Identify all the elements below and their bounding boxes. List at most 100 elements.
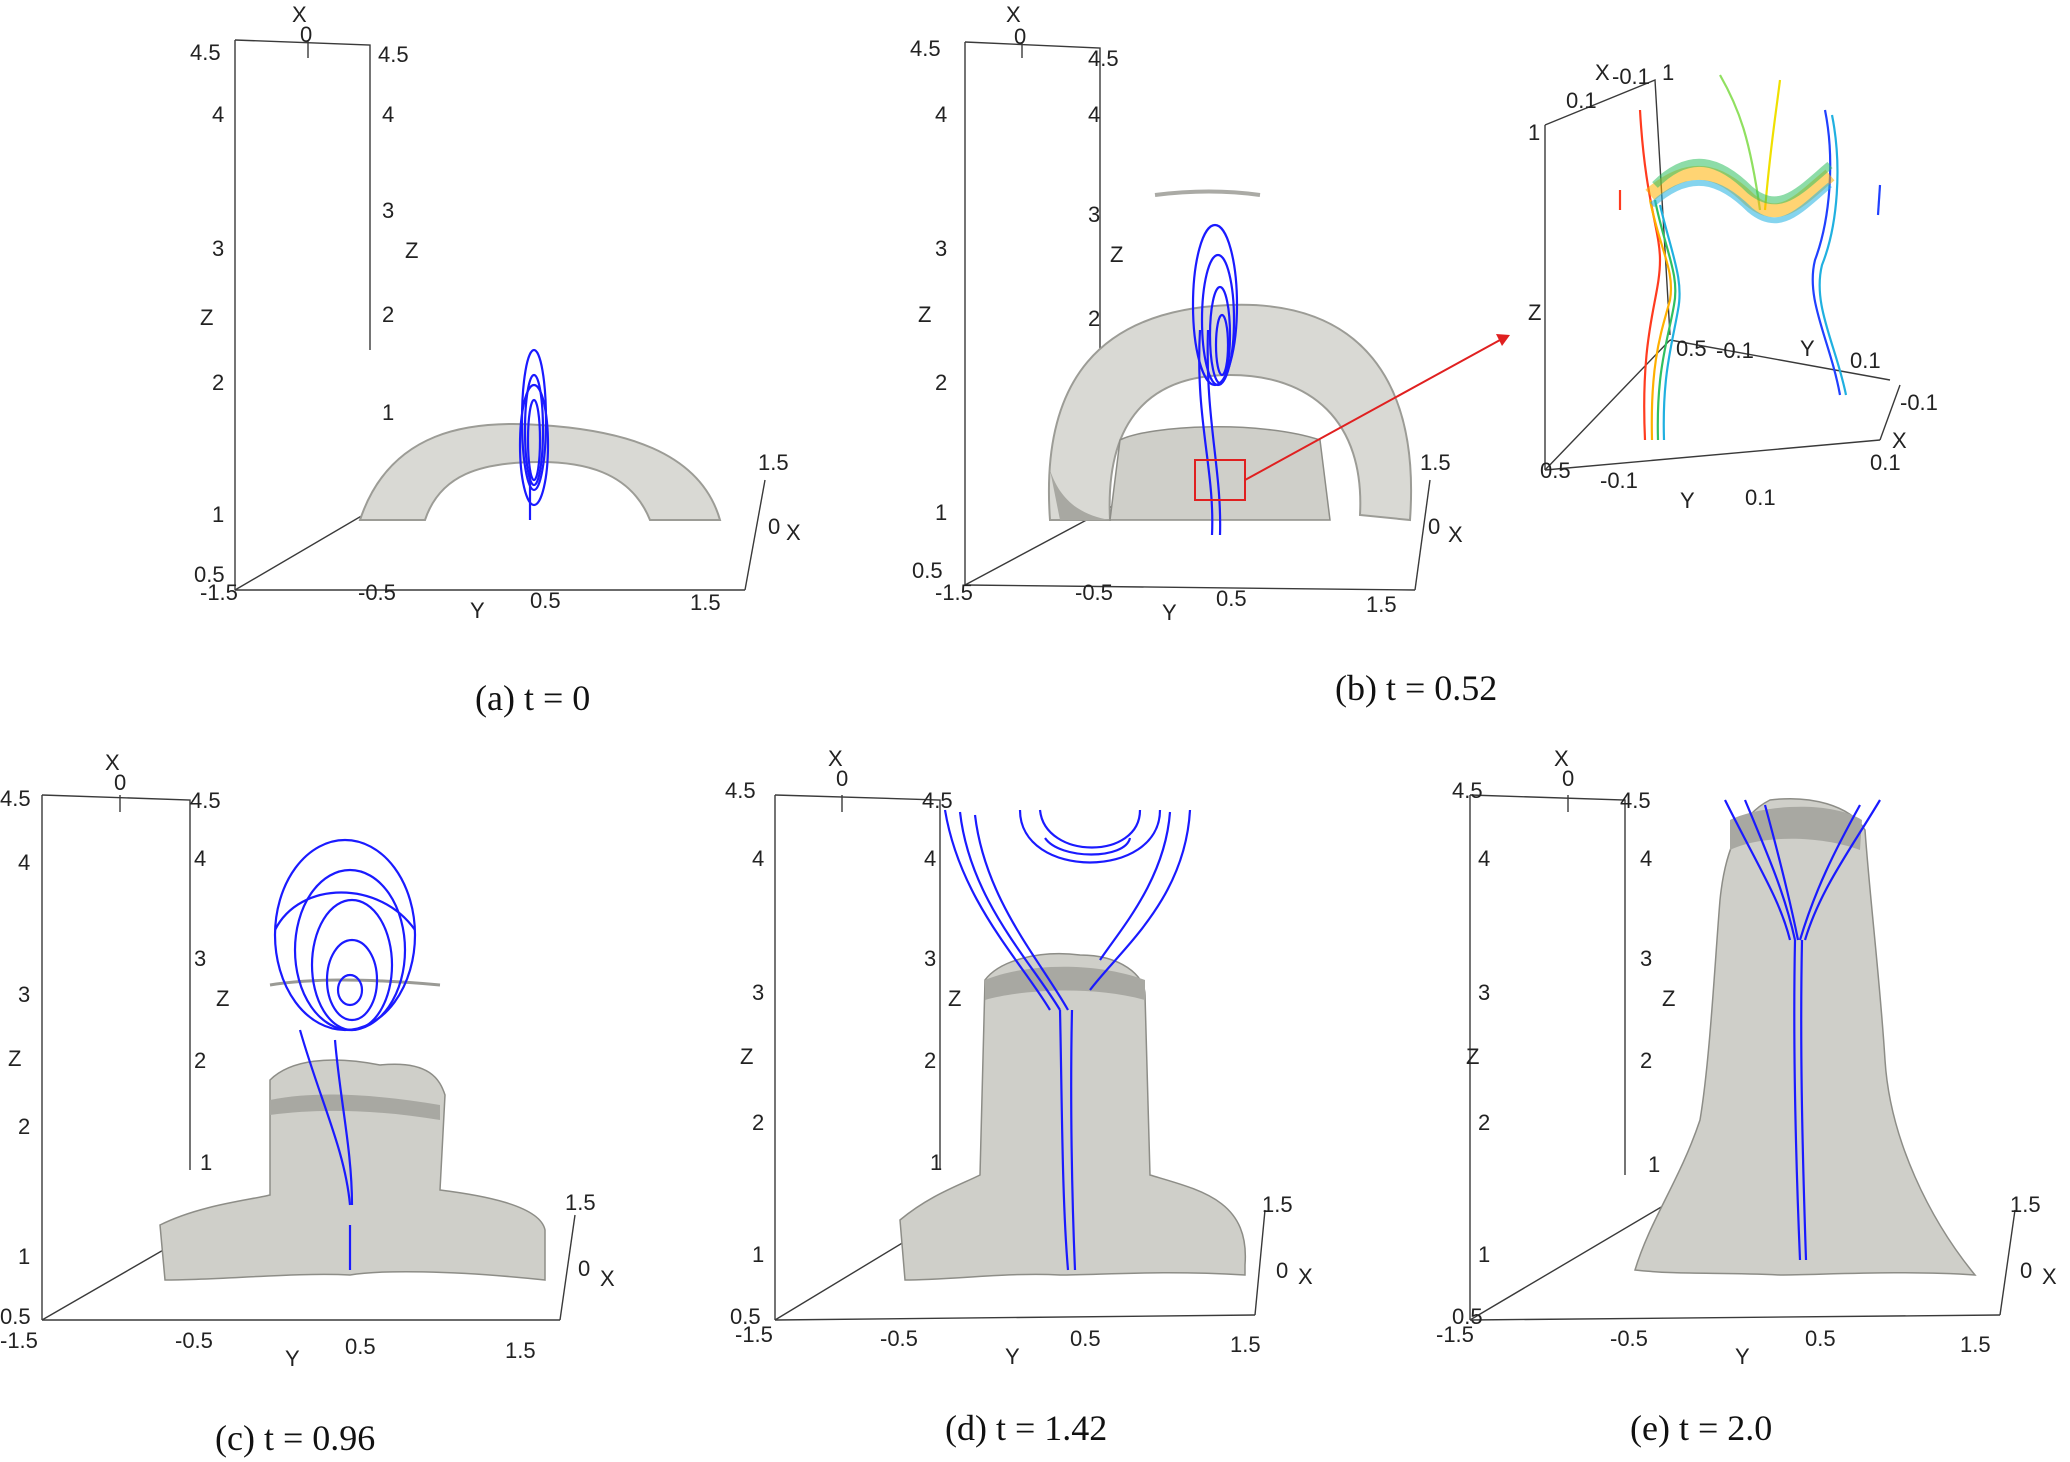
panel-d-cap [985, 966, 1145, 1000]
panel-b-inset-mid-tick: 0.1 [1850, 348, 1881, 373]
panel-b-inset-tick: X [1595, 60, 1610, 85]
panel-e-field-lines [1724, 799, 1881, 1261]
panel-d-x-top-zero: 0 [836, 766, 848, 791]
panel-a-x-top-zero: 0 [300, 22, 312, 47]
panel-c: X 0 4.5 4 3 Z 2 1 0.5 4.5 4 3 Z 2 1 -1.5… [0, 750, 615, 1458]
panel-b-torus [1048, 303, 1412, 522]
panel-c-x-top-label: X [105, 750, 120, 775]
panel-a-z-left-tick: 4 [212, 102, 224, 127]
panel-b-x-right-tick: 0 [1428, 514, 1440, 539]
panel-b-axes [964, 41, 1431, 591]
panel-b-inset: X 0.1 -0.1 1 1 Z 0.5 -0.1 Y 0.1 -0.1 X 0… [1528, 60, 1938, 513]
panel-c-z-left-tick: 4.5 [0, 786, 31, 811]
panel-c-x-top-zero: 0 [114, 770, 126, 795]
panel-a-z-left-tick: 3 [212, 236, 224, 261]
panel-d-x-right-label: X [1298, 1264, 1313, 1289]
panel-d-field-lines [943, 809, 1192, 1271]
panel-b-inset-left-tick: 1 [1528, 120, 1540, 145]
panel-c-z-right-tick: 2 [194, 1048, 206, 1073]
panel-d-z-right-tick: 2 [924, 1048, 936, 1073]
panel-c-streak [269, 978, 441, 987]
panel-a-field-lines [518, 348, 550, 520]
panel-e-y-tick: 1.5 [1960, 1332, 1991, 1357]
panel-a-y-tick: 0.5 [530, 588, 561, 613]
panel-c-z-left-label: Z [8, 1046, 21, 1071]
panel-c-caption: (c) t = 0.96 [215, 1418, 375, 1458]
panel-b-top-streak [1154, 189, 1261, 197]
panel-d: X 0 4.5 4 3 Z 2 1 0.5 4.5 4 3 Z 2 1 -1.5… [725, 746, 1313, 1448]
panel-a-z-left-tick: 2 [212, 370, 224, 395]
panel-a-z-right-tick: 4.5 [378, 42, 409, 67]
panel-b-zoom-arrow [1244, 339, 1501, 481]
panel-b-inset-right-tick: X [1892, 428, 1907, 453]
panel-e-x-right-label: X [2042, 1264, 2057, 1289]
panel-b-inset-bottom-tick: -0.1 [1600, 468, 1638, 493]
panel-e-z-left-tick: 0.5 [1452, 1304, 1483, 1329]
panel-d-z-left-label: Z [740, 1044, 753, 1069]
panel-a-z-right-tick: 2 [382, 302, 394, 327]
panel-c-x-right-tick: 0 [578, 1256, 590, 1281]
panel-a-x-right-label: X [786, 520, 801, 545]
panel-e: X 0 4.5 4 3 Z 2 1 0.5 4.5 4 3 Z 2 1 -1.5… [1436, 746, 2057, 1448]
panel-a-y-tick: -1.5 [200, 580, 238, 605]
panel-b: X 0 4.5 4 3 Z 2 1 0.5 4.5 4 3 Z 2 -1.5 -… [910, 2, 1938, 708]
panel-e-z-right-label: Z [1662, 986, 1675, 1011]
panel-c-field-lines [273, 838, 417, 1270]
panel-c-z-left-tick: 3 [18, 982, 30, 1007]
panel-d-y-tick: 1.5 [1230, 1332, 1261, 1357]
panel-c-x-right-label: X [600, 1266, 615, 1291]
panel-d-z-right-tick: 4.5 [922, 788, 953, 813]
panel-b-inner-surface [1109, 426, 1331, 521]
panel-b-inset-bottom-tick: Y [1680, 488, 1695, 513]
panel-b-y-label: Y [1162, 600, 1177, 625]
panel-a-z-left-tick: 0.5 [194, 562, 225, 587]
panel-d-z-left-tick: 2 [752, 1110, 764, 1135]
panel-b-x-top-zero: 0 [1014, 24, 1026, 49]
panel-c-y-label: Y [285, 1346, 300, 1371]
panel-e-z-right-tick: 3 [1640, 946, 1652, 971]
panel-b-inset-mid-tick: -0.1 [1716, 338, 1754, 363]
panel-e-cap [1730, 806, 1862, 850]
panel-e-x-right-tick: 1.5 [2010, 1192, 2041, 1217]
panel-c-z-right-tick: 3 [194, 946, 206, 971]
panel-b-z-left-tick: 0.5 [912, 558, 943, 583]
panel-b-z-left-tick: 4 [935, 102, 947, 127]
panel-c-z-left-tick: 4 [18, 850, 30, 875]
panel-b-y-tick: -0.5 [1075, 580, 1113, 605]
panel-e-x-right-tick: 0 [2020, 1258, 2032, 1283]
panel-c-z-right-tick: 4 [194, 846, 206, 871]
panel-a-x-right-tick: 0 [768, 514, 780, 539]
panel-a-z-left-tick: 4.5 [190, 40, 221, 65]
panel-a: X 0 4.5 4 3 Z 2 1 0.5 4.5 4 3 Z 2 1 -1.5… [190, 2, 801, 718]
panel-a-z-right-tick: 1 [382, 400, 394, 425]
panel-b-z-right-tick: 4 [1088, 102, 1100, 127]
panel-b-inset-right-tick: -0.1 [1900, 390, 1938, 415]
panel-a-z-right-tick: 3 [382, 198, 394, 223]
panel-b-z-left-tick: 4.5 [910, 36, 941, 61]
panel-e-y-tick: -0.5 [1610, 1326, 1648, 1351]
panel-e-z-right-tick: 1 [1648, 1152, 1660, 1177]
panel-e-x-top-zero: 0 [1562, 766, 1574, 791]
panel-b-x-right-label: X [1448, 522, 1463, 547]
panel-b-z-left-label: Z [918, 302, 931, 327]
panel-b-z-left-tick: 1 [935, 500, 947, 525]
panel-e-surface [1634, 798, 1977, 1276]
panel-b-inset-z-label: Z [1528, 300, 1541, 325]
panel-c-y-tick: 1.5 [505, 1338, 536, 1363]
panel-b-inset-mid-tick: Y [1800, 336, 1815, 361]
panel-a-z-left-label: Z [200, 305, 213, 330]
panel-c-surface [159, 1059, 546, 1281]
panel-e-z-left-tick: 2 [1478, 1110, 1490, 1135]
panel-e-y-label: Y [1735, 1344, 1750, 1369]
panel-d-y-tick: -0.5 [880, 1326, 918, 1351]
panel-e-z-left-tick: 4.5 [1452, 778, 1483, 803]
panel-d-surface [899, 952, 1246, 1281]
panel-b-z-left-tick: 3 [935, 236, 947, 261]
panel-d-x-right-tick: 0 [1276, 1258, 1288, 1283]
panel-d-z-left-tick: 0.5 [730, 1304, 761, 1329]
panel-a-torus [358, 422, 722, 521]
panel-a-z-right-tick: 4 [382, 102, 394, 127]
panel-b-inset-right-tick: 0.1 [1870, 450, 1901, 475]
panel-a-x-top-label: X [292, 2, 307, 27]
